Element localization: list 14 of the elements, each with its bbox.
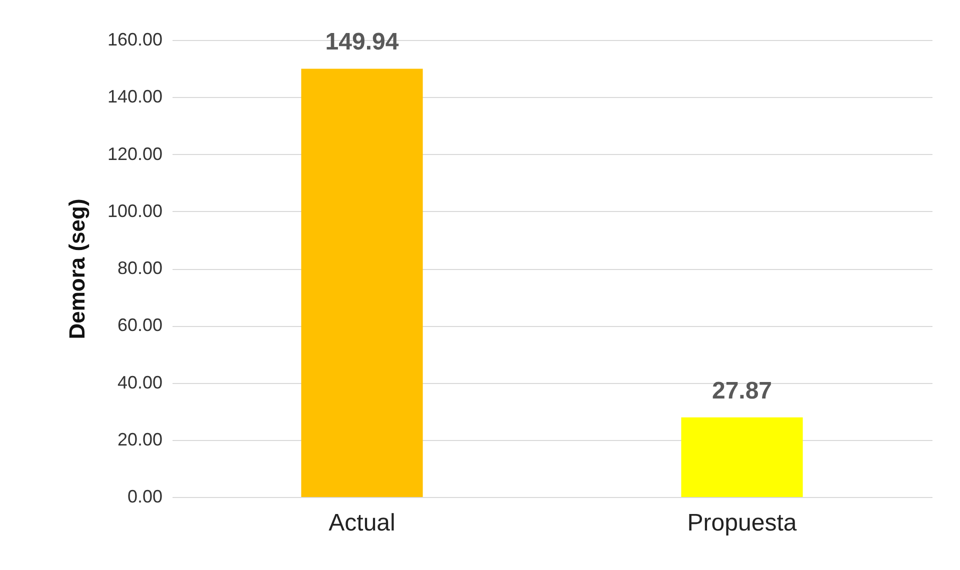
data-label: 149.94 <box>325 28 400 56</box>
data-label: 27.87 <box>712 377 772 404</box>
y-tick-label: 80.00 <box>117 258 162 278</box>
y-tick-label: 0.00 <box>127 486 162 506</box>
y-tick-label: 120.00 <box>107 144 162 164</box>
x-tick-label: Actual <box>328 510 396 536</box>
y-tick-label: 140.00 <box>107 86 162 107</box>
y-axis-title: Demora (seg) <box>64 198 90 340</box>
y-tick-label: 40.00 <box>117 372 162 392</box>
x-tick-label: Propuesta <box>687 510 798 536</box>
y-tick-label: 160.00 <box>107 30 162 50</box>
y-tick-label: 20.00 <box>117 429 162 450</box>
y-tick-label: 100.00 <box>107 200 162 221</box>
y-tick-label: 60.00 <box>117 315 162 336</box>
